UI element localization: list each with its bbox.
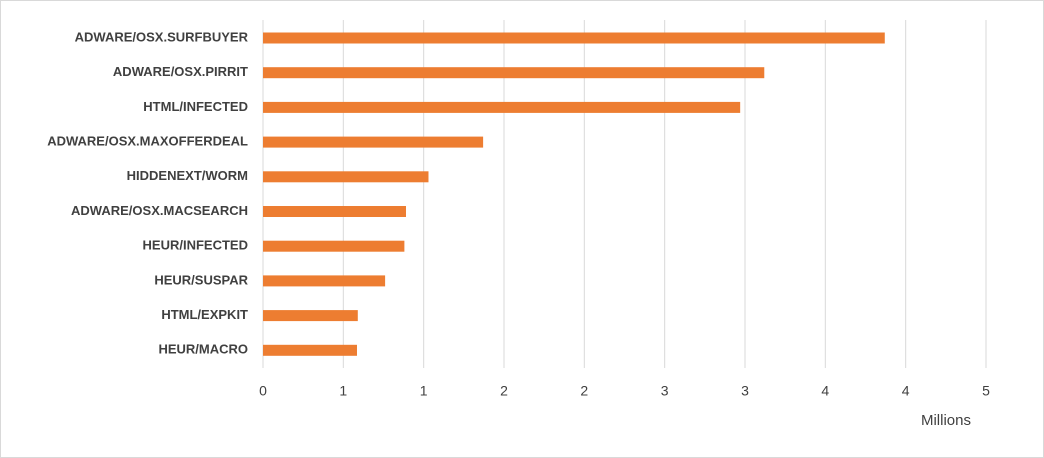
- bar: [263, 344, 357, 356]
- y-tick-label: HEUR/SUSPAR: [154, 272, 248, 287]
- x-tick-label: 0: [259, 383, 267, 399]
- bar: [263, 136, 484, 148]
- bar: [263, 206, 406, 217]
- bar: [263, 310, 358, 322]
- y-tick-label: ADWARE/OSX.MAXOFFERDEAL: [47, 134, 248, 149]
- y-tick-label: HIDDENEXT/WORM: [127, 168, 248, 183]
- bar: [263, 171, 429, 183]
- y-tick-label: HTML/INFECTED: [143, 99, 248, 114]
- y-tick-label: ADWARE/OSX.MACSEARCH: [71, 203, 248, 218]
- x-tick-label: 2: [580, 383, 588, 399]
- y-tick-label: HEUR/MACRO: [158, 342, 248, 357]
- bar: [263, 101, 741, 113]
- x-tick-label: 3: [741, 383, 749, 399]
- x-tick-label: 1: [420, 383, 428, 399]
- x-tick-label: 4: [821, 383, 829, 399]
- x-tick-label: 3: [661, 383, 669, 399]
- x-tick-label: 1: [339, 383, 347, 399]
- x-tick-label: 2: [500, 383, 508, 399]
- x-tick-label: 5: [982, 383, 990, 399]
- y-tick-label: HTML/EXPKIT: [161, 307, 248, 322]
- y-tick-label: HEUR/INFECTED: [143, 238, 248, 253]
- x-tick-label: 4: [902, 383, 910, 399]
- bar: [263, 275, 386, 287]
- bar: [263, 32, 885, 44]
- y-tick-label: ADWARE/OSX.PIRRIT: [113, 64, 248, 79]
- bar: [263, 240, 405, 252]
- y-tick-label: ADWARE/OSX.SURFBUYER: [75, 29, 249, 44]
- x-axis-label: Millions: [921, 412, 971, 429]
- bar: [263, 67, 765, 79]
